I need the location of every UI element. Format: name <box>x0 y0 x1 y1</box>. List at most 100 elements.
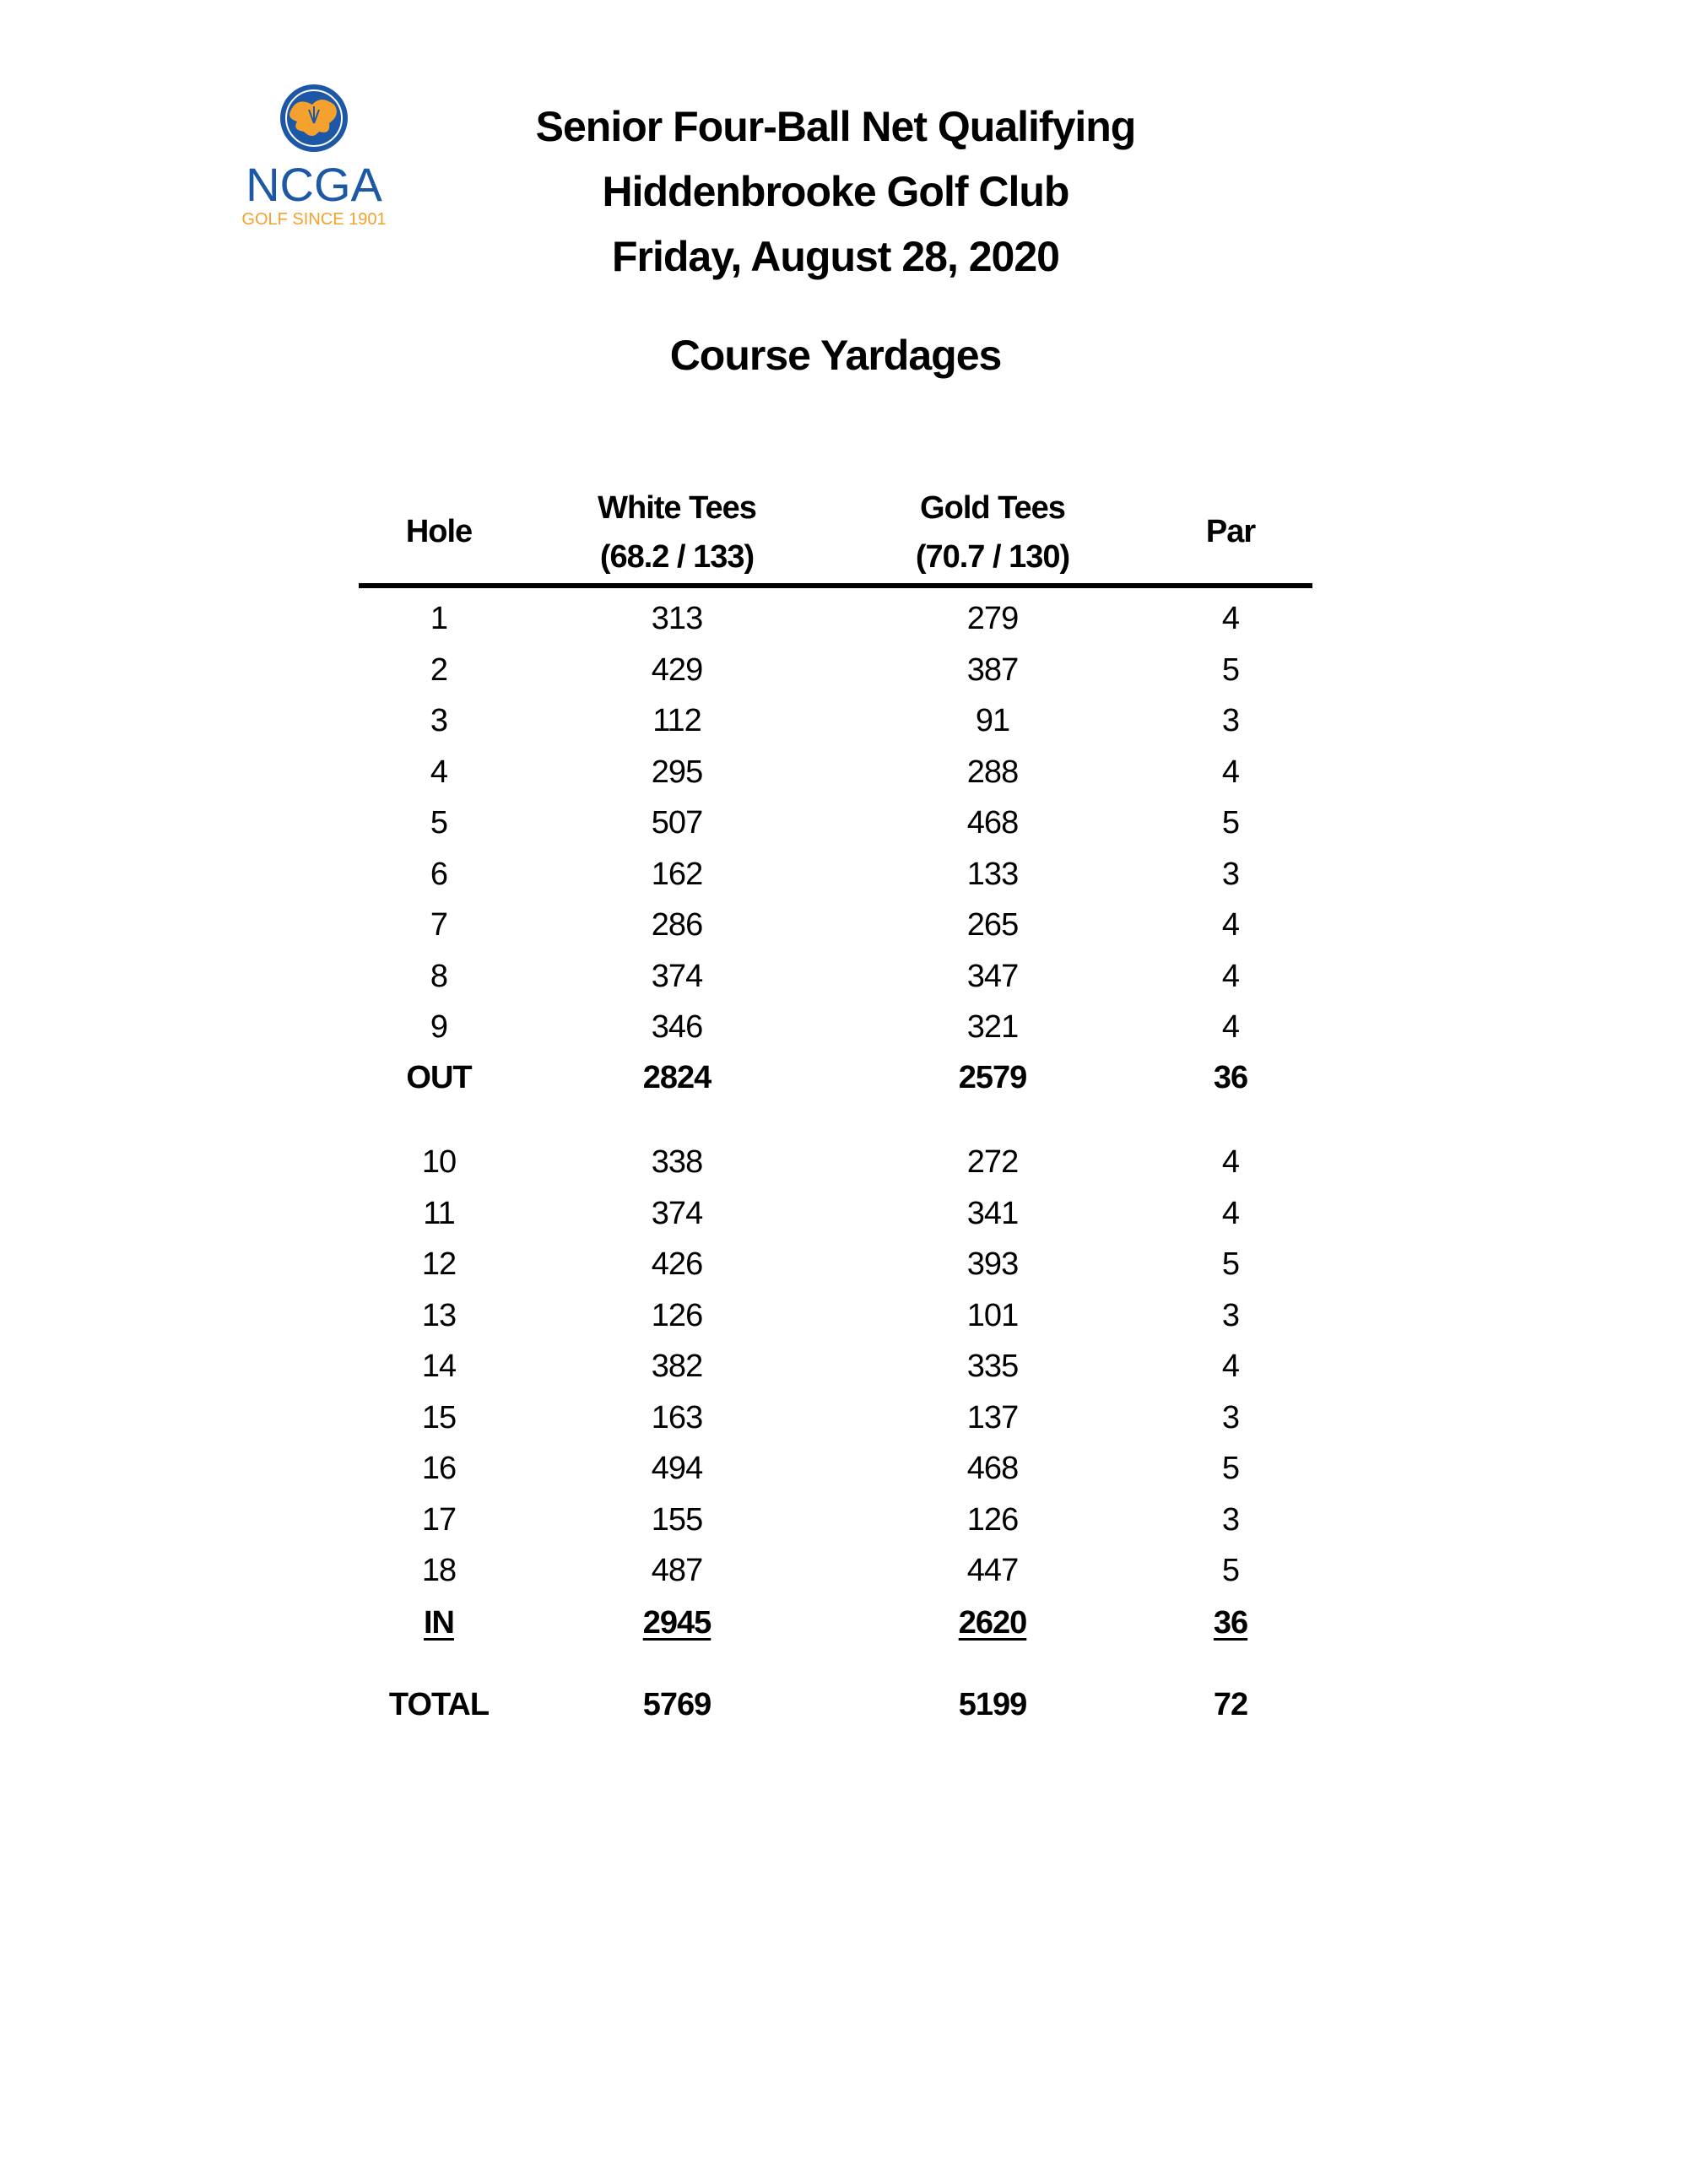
cell-text: 4 <box>1221 907 1240 943</box>
header-gold-tees: Gold Tees <box>920 490 1066 526</box>
cell-gold-yards: 341 <box>866 1188 1119 1239</box>
cell-text: 36 <box>1213 1605 1248 1641</box>
cell-gold-yards: 272 <box>866 1137 1119 1187</box>
cell-hole: 10 <box>312 1137 565 1187</box>
table-row: 4 295 288 4 <box>359 747 1312 797</box>
cell-white-yards: 313 <box>550 593 803 644</box>
cell-text: 72 <box>1213 1687 1248 1722</box>
cell-text: 3 <box>1221 703 1240 738</box>
cell-hole: 1 <box>312 593 565 644</box>
cell-par: 4 <box>1104 1137 1357 1187</box>
cell-text: 36 <box>1213 1060 1248 1095</box>
cell-text: 341 <box>966 1195 1019 1231</box>
cell-hole: 9 <box>312 1002 565 1052</box>
cell-white-yards: 507 <box>550 797 803 848</box>
cell-par: 5 <box>1104 797 1357 848</box>
cell-par: 5 <box>1104 1239 1357 1289</box>
table-row: 18 487 447 5 <box>359 1545 1312 1596</box>
cell-text: TOTAL <box>388 1687 490 1722</box>
cell-text: 3 <box>1221 1399 1240 1435</box>
cell-gold-yards: 265 <box>866 900 1119 950</box>
cell-text: 3 <box>430 703 448 738</box>
header-hole: Hole <box>405 514 473 549</box>
cell-text: 11 <box>423 1195 455 1231</box>
cell-text: 4 <box>1221 1195 1240 1231</box>
cell-par: 5 <box>1104 1443 1357 1494</box>
table-row: 7 286 265 4 <box>359 900 1312 950</box>
cell-text: 16 <box>421 1451 457 1486</box>
event-date: Friday, August 28, 2020 <box>612 233 1060 280</box>
cell-text: 4 <box>1221 958 1240 994</box>
cell-hole: 12 <box>312 1239 565 1289</box>
cell-text: 3 <box>1221 1297 1240 1333</box>
cell-white-yards: 163 <box>550 1392 803 1443</box>
cell-text: 5 <box>1221 1451 1240 1486</box>
cell-text: 494 <box>651 1451 703 1486</box>
cell-text: 447 <box>966 1553 1019 1588</box>
section-title: Course Yardages <box>669 332 1003 379</box>
cell-white-yards: 2824 <box>550 1052 803 1103</box>
cell-text: 347 <box>966 958 1019 994</box>
cell-par: 3 <box>1104 695 1357 746</box>
cell-par: 4 <box>1104 951 1357 1002</box>
cell-text: 8 <box>430 958 448 994</box>
cell-text: 387 <box>966 651 1019 688</box>
cell-text: 5 <box>1221 651 1240 688</box>
cell-text: 393 <box>966 1246 1019 1282</box>
cell-text: 487 <box>651 1553 703 1588</box>
cell-text: 382 <box>651 1349 703 1384</box>
cell-text: 1 <box>430 601 448 636</box>
header-par: Par <box>1205 514 1256 549</box>
cell-white-yards: 5769 <box>550 1679 803 1730</box>
cell-par: 3 <box>1104 1495 1357 1545</box>
cell-white-yards: 426 <box>550 1239 803 1289</box>
cell-par: 4 <box>1104 1341 1357 1392</box>
cell-white-yards: 126 <box>550 1290 803 1341</box>
cell-gold-yards: 279 <box>866 593 1119 644</box>
cell-hole: TOTAL <box>312 1679 565 1730</box>
table-row: 12 426 393 5 <box>359 1239 1312 1289</box>
cell-text: 12 <box>421 1246 457 1282</box>
cell-text: 507 <box>651 805 703 841</box>
cell-par: 3 <box>1104 1290 1357 1341</box>
cell-white-yards: 382 <box>550 1341 803 1392</box>
cell-text: 5 <box>1221 1246 1240 1282</box>
cell-text: 137 <box>966 1399 1019 1435</box>
cell-text: 17 <box>421 1501 457 1538</box>
cell-text: 4 <box>1221 754 1240 790</box>
cell-hole: OUT <box>312 1052 565 1103</box>
cell-white-yards: 374 <box>550 1188 803 1239</box>
cell-gold-yards: 133 <box>866 849 1119 900</box>
table-row: 9 346 321 4 <box>359 1002 1312 1052</box>
cell-hole: 18 <box>312 1545 565 1596</box>
cell-text: 374 <box>651 1195 703 1231</box>
cell-text: 4 <box>1221 601 1240 636</box>
cell-text: OUT <box>406 1060 472 1095</box>
cell-hole: 14 <box>312 1341 565 1392</box>
cell-white-yards: 374 <box>550 951 803 1002</box>
cell-par: 36 <box>1104 1597 1357 1648</box>
cell-text: 2 <box>430 651 448 688</box>
cell-text: 163 <box>651 1399 703 1435</box>
cell-text: 2620 <box>958 1605 1028 1641</box>
table-row: 11 374 341 4 <box>359 1188 1312 1239</box>
cell-gold-yards: 447 <box>866 1545 1119 1596</box>
cell-par: 3 <box>1104 1392 1357 1443</box>
cell-white-yards: 2945 <box>550 1597 803 1648</box>
cell-text: 112 <box>652 703 702 738</box>
table-row: 16 494 468 5 <box>359 1443 1312 1494</box>
cell-text: 5769 <box>642 1687 712 1722</box>
cell-hole: 16 <box>312 1443 565 1494</box>
svg-text:GOLF SINCE 1901: GOLF SINCE 1901 <box>241 210 386 229</box>
cell-text: 468 <box>966 805 1019 841</box>
cell-hole: IN <box>312 1597 565 1648</box>
cell-text: 4 <box>1221 1349 1240 1384</box>
cell-white-yards: 338 <box>550 1137 803 1187</box>
cell-text: 9 <box>430 1009 448 1045</box>
table-row: 1 313 279 4 <box>359 593 1312 644</box>
table-row: 8 374 347 4 <box>359 951 1312 1002</box>
cell-white-yards: 487 <box>550 1545 803 1596</box>
header-white-rating: (68.2 / 133) <box>599 539 755 575</box>
cell-par: 4 <box>1104 900 1357 950</box>
cell-gold-yards: 2620 <box>866 1597 1119 1648</box>
